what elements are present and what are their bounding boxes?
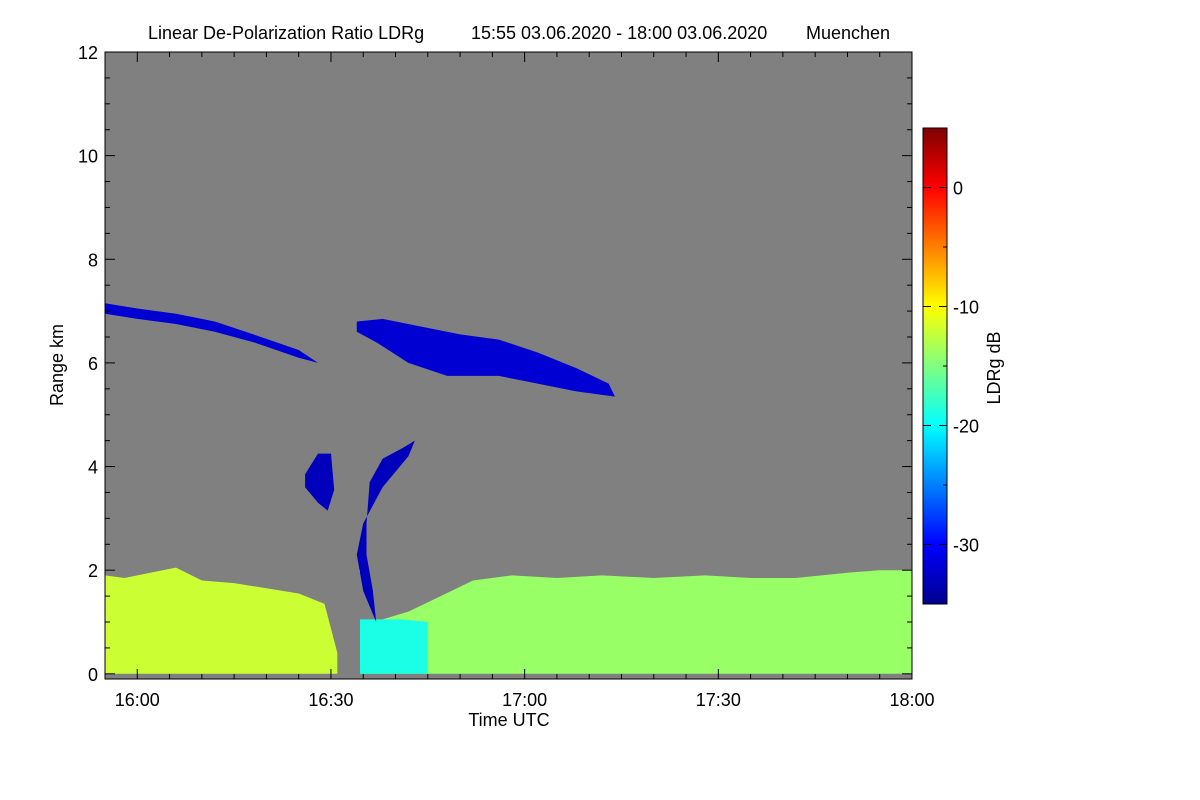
x-tick-label: 18:00 bbox=[889, 690, 934, 710]
chart-time-range: 15:55 03.06.2020 - 18:00 03.06.2020 bbox=[471, 23, 767, 43]
plot-frame bbox=[104, 51, 913, 680]
colorbar-tick-label: -20 bbox=[953, 417, 979, 437]
region-melting-layer-patch bbox=[360, 619, 428, 674]
y-tick-label: 6 bbox=[88, 354, 98, 374]
colorbar-tick-label: -10 bbox=[953, 298, 979, 318]
x-axis: 16:00 16:30 17:00 17:30 18:00 bbox=[115, 52, 935, 710]
y-tick-label: 4 bbox=[88, 458, 98, 478]
colorbar-label: LDRg dB bbox=[984, 331, 1004, 404]
chart-title: Linear De-Polarization Ratio LDRg bbox=[148, 23, 424, 43]
x-tick-label: 16:30 bbox=[308, 690, 353, 710]
y-tick-label: 8 bbox=[88, 250, 98, 270]
x-tick-label: 17:00 bbox=[502, 690, 547, 710]
chart-location: Muenchen bbox=[806, 23, 890, 43]
y-axis: 0 2 4 6 8 10 12 bbox=[78, 43, 912, 685]
region-boundary-layer bbox=[105, 567, 338, 674]
colorbar-tick-label: -30 bbox=[953, 536, 979, 556]
data-regions bbox=[105, 303, 912, 674]
region-convective-cell-right bbox=[356, 440, 415, 622]
region-cirrus-layer-left bbox=[105, 303, 318, 363]
data-gap bbox=[337, 570, 360, 679]
y-tick-label: 10 bbox=[78, 147, 98, 167]
x-axis-label: Time UTC bbox=[468, 710, 549, 730]
y-axis-label: Range km bbox=[47, 324, 67, 406]
colorbar-axis: 0 -10 -20 -30 bbox=[923, 127, 979, 605]
region-convective-cell-left bbox=[305, 453, 335, 511]
region-boundary-layer-2 bbox=[360, 570, 912, 674]
y-tick-label: 0 bbox=[88, 665, 98, 685]
colorbar-tick-label: 0 bbox=[953, 179, 963, 199]
x-tick-label: 16:00 bbox=[115, 690, 160, 710]
y-tick-label: 2 bbox=[88, 561, 98, 581]
region-cirrus-layer-right bbox=[356, 318, 615, 397]
y-tick-label: 12 bbox=[78, 43, 98, 63]
x-tick-label: 17:30 bbox=[696, 690, 741, 710]
